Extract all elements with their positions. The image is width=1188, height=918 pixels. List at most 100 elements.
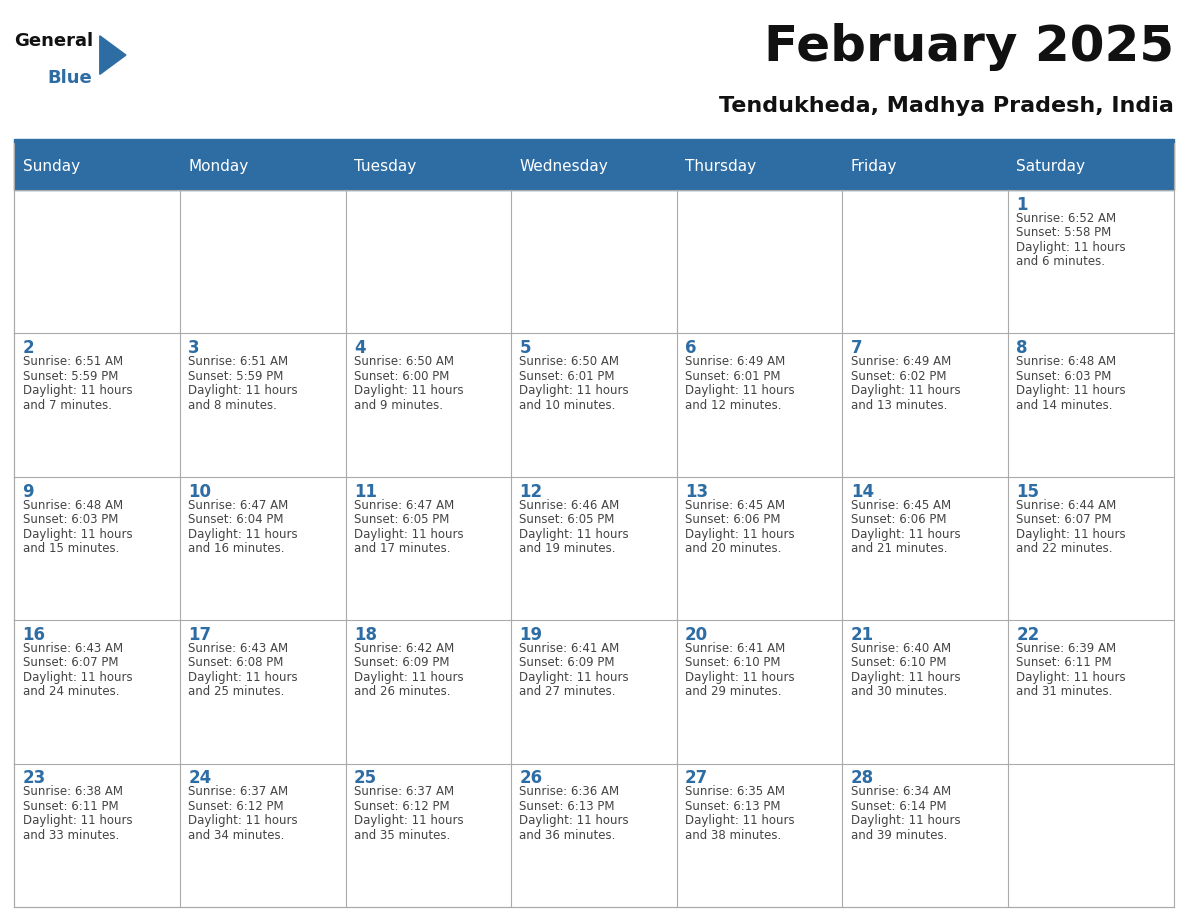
Text: 16: 16 bbox=[23, 626, 45, 644]
Bar bbox=[842, 190, 1009, 333]
Text: Daylight: 11 hours: Daylight: 11 hours bbox=[23, 814, 132, 827]
Text: Tuesday: Tuesday bbox=[354, 159, 416, 174]
Text: Monday: Monday bbox=[188, 159, 248, 174]
Text: Sunset: 6:13 PM: Sunset: 6:13 PM bbox=[685, 800, 781, 812]
Polygon shape bbox=[100, 36, 126, 74]
Bar bbox=[677, 764, 842, 907]
Text: 6: 6 bbox=[685, 339, 696, 357]
Text: Sunrise: 6:36 AM: Sunrise: 6:36 AM bbox=[519, 785, 620, 799]
Text: Sunrise: 6:37 AM: Sunrise: 6:37 AM bbox=[188, 785, 289, 799]
Text: and 30 minutes.: and 30 minutes. bbox=[851, 686, 947, 699]
Text: Daylight: 11 hours: Daylight: 11 hours bbox=[519, 528, 630, 541]
Text: Sunrise: 6:47 AM: Sunrise: 6:47 AM bbox=[354, 498, 454, 511]
Text: Daylight: 11 hours: Daylight: 11 hours bbox=[188, 384, 298, 397]
Text: Sunset: 6:07 PM: Sunset: 6:07 PM bbox=[23, 656, 118, 669]
Text: Sunset: 6:00 PM: Sunset: 6:00 PM bbox=[354, 370, 449, 383]
Bar bbox=[511, 476, 677, 621]
Text: Sunset: 6:03 PM: Sunset: 6:03 PM bbox=[23, 513, 118, 526]
Text: 28: 28 bbox=[851, 769, 874, 788]
Text: and 7 minutes.: and 7 minutes. bbox=[23, 398, 112, 411]
Text: Daylight: 11 hours: Daylight: 11 hours bbox=[685, 814, 795, 827]
Bar bbox=[677, 476, 842, 621]
Bar bbox=[14, 142, 179, 190]
Bar bbox=[677, 190, 842, 333]
Text: 12: 12 bbox=[519, 483, 543, 500]
Text: Daylight: 11 hours: Daylight: 11 hours bbox=[851, 384, 960, 397]
Bar bbox=[346, 621, 511, 764]
Text: Daylight: 11 hours: Daylight: 11 hours bbox=[354, 384, 463, 397]
Text: Blue: Blue bbox=[48, 69, 93, 87]
Text: Sunrise: 6:41 AM: Sunrise: 6:41 AM bbox=[519, 642, 620, 655]
Text: and 35 minutes.: and 35 minutes. bbox=[354, 829, 450, 842]
Text: Daylight: 11 hours: Daylight: 11 hours bbox=[519, 814, 630, 827]
Text: Sunrise: 6:47 AM: Sunrise: 6:47 AM bbox=[188, 498, 289, 511]
Text: and 24 minutes.: and 24 minutes. bbox=[23, 686, 119, 699]
Text: Daylight: 11 hours: Daylight: 11 hours bbox=[188, 671, 298, 684]
Text: Sunset: 6:09 PM: Sunset: 6:09 PM bbox=[354, 656, 449, 669]
Bar bbox=[511, 333, 677, 476]
Text: 5: 5 bbox=[519, 339, 531, 357]
Text: Daylight: 11 hours: Daylight: 11 hours bbox=[354, 528, 463, 541]
Text: General: General bbox=[14, 32, 94, 50]
Text: and 10 minutes.: and 10 minutes. bbox=[519, 398, 615, 411]
Text: and 21 minutes.: and 21 minutes. bbox=[851, 542, 947, 555]
Text: Daylight: 11 hours: Daylight: 11 hours bbox=[851, 814, 960, 827]
Text: Sunrise: 6:48 AM: Sunrise: 6:48 AM bbox=[1017, 355, 1117, 368]
Text: Daylight: 11 hours: Daylight: 11 hours bbox=[685, 384, 795, 397]
Text: Daylight: 11 hours: Daylight: 11 hours bbox=[685, 528, 795, 541]
Bar bbox=[1009, 764, 1174, 907]
Text: Sunset: 6:11 PM: Sunset: 6:11 PM bbox=[23, 800, 118, 812]
Text: Sunrise: 6:46 AM: Sunrise: 6:46 AM bbox=[519, 498, 620, 511]
Text: 7: 7 bbox=[851, 339, 862, 357]
Text: Friday: Friday bbox=[851, 159, 897, 174]
Text: 17: 17 bbox=[188, 626, 211, 644]
Text: Sunset: 6:05 PM: Sunset: 6:05 PM bbox=[519, 513, 615, 526]
Text: Sunset: 6:05 PM: Sunset: 6:05 PM bbox=[354, 513, 449, 526]
Text: Daylight: 11 hours: Daylight: 11 hours bbox=[685, 671, 795, 684]
Bar bbox=[14, 476, 179, 621]
Text: Sunset: 6:04 PM: Sunset: 6:04 PM bbox=[188, 513, 284, 526]
Text: Sunrise: 6:51 AM: Sunrise: 6:51 AM bbox=[188, 355, 289, 368]
Bar bbox=[677, 142, 842, 190]
Bar bbox=[14, 764, 179, 907]
Text: and 6 minutes.: and 6 minutes. bbox=[1017, 255, 1105, 268]
Text: and 26 minutes.: and 26 minutes. bbox=[354, 686, 450, 699]
Bar bbox=[1009, 476, 1174, 621]
Text: Sunrise: 6:50 AM: Sunrise: 6:50 AM bbox=[354, 355, 454, 368]
Bar bbox=[842, 621, 1009, 764]
Bar bbox=[179, 764, 346, 907]
Text: Sunset: 6:01 PM: Sunset: 6:01 PM bbox=[685, 370, 781, 383]
Text: Daylight: 11 hours: Daylight: 11 hours bbox=[23, 384, 132, 397]
Text: and 33 minutes.: and 33 minutes. bbox=[23, 829, 119, 842]
Bar bbox=[677, 621, 842, 764]
Text: and 16 minutes.: and 16 minutes. bbox=[188, 542, 285, 555]
Bar bbox=[14, 190, 179, 333]
Text: Sunset: 6:09 PM: Sunset: 6:09 PM bbox=[519, 656, 615, 669]
Text: 13: 13 bbox=[685, 483, 708, 500]
Bar bbox=[179, 142, 346, 190]
Text: Sunrise: 6:37 AM: Sunrise: 6:37 AM bbox=[354, 785, 454, 799]
Text: Sunrise: 6:41 AM: Sunrise: 6:41 AM bbox=[685, 642, 785, 655]
Text: and 9 minutes.: and 9 minutes. bbox=[354, 398, 443, 411]
Text: Sunset: 6:07 PM: Sunset: 6:07 PM bbox=[1017, 513, 1112, 526]
Text: Sunset: 6:01 PM: Sunset: 6:01 PM bbox=[519, 370, 615, 383]
Bar bbox=[1009, 333, 1174, 476]
Text: Sunset: 5:58 PM: Sunset: 5:58 PM bbox=[1017, 226, 1112, 240]
Bar bbox=[14, 621, 179, 764]
Text: Daylight: 11 hours: Daylight: 11 hours bbox=[519, 384, 630, 397]
Text: Saturday: Saturday bbox=[1017, 159, 1086, 174]
Text: Daylight: 11 hours: Daylight: 11 hours bbox=[23, 671, 132, 684]
Text: Daylight: 11 hours: Daylight: 11 hours bbox=[851, 671, 960, 684]
Text: 22: 22 bbox=[1017, 626, 1040, 644]
Bar bbox=[842, 333, 1009, 476]
Text: Daylight: 11 hours: Daylight: 11 hours bbox=[354, 671, 463, 684]
Text: 3: 3 bbox=[188, 339, 200, 357]
Bar bbox=[511, 190, 677, 333]
Text: and 15 minutes.: and 15 minutes. bbox=[23, 542, 119, 555]
Text: and 29 minutes.: and 29 minutes. bbox=[685, 686, 782, 699]
Text: 1: 1 bbox=[1017, 196, 1028, 214]
Bar bbox=[1009, 142, 1174, 190]
Bar bbox=[346, 333, 511, 476]
Text: and 22 minutes.: and 22 minutes. bbox=[1017, 542, 1113, 555]
Text: 24: 24 bbox=[188, 769, 211, 788]
